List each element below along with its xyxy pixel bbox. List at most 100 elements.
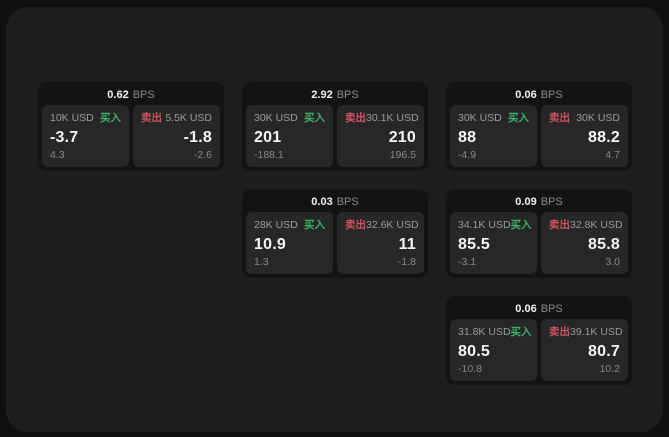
card-header: 0.06 BPS [446,296,632,319]
buy-side-label: 买入 [510,326,532,338]
sell-tile-header: 卖出 32.8K USD [549,219,623,231]
sell-tile-header: 卖出 39.1K USD [549,326,623,338]
buy-notional: 30K USD [254,112,298,124]
buy-tile-header: 31.8K USD 买入 [458,326,532,338]
buy-price: 10.9 [254,236,286,253]
sell-side-label: 卖出 [141,112,162,124]
buy-sub-value: 4.3 [50,149,65,161]
card-header: 2.92 BPS [242,82,428,105]
bps-unit-label: BPS [132,88,155,101]
bps-unit-label: BPS [540,195,563,208]
card-header: 0.09 BPS [446,189,632,212]
bps-unit-label: BPS [540,88,563,101]
bps-unit-label: BPS [540,302,563,315]
sell-notional: 30.1K USD [366,112,419,124]
quote-tiles: 10K USD 买入 -3.7 4.3 卖出 5.5K USD -1.8 -2.… [38,105,224,171]
sell-notional: 30K USD [576,112,620,124]
quote-card: 0.62 BPS 10K USD 买入 -3.7 4.3 卖出 5.5K USD… [38,82,224,171]
quote-card-grid: 0.62 BPS 10K USD 买入 -3.7 4.3 卖出 5.5K USD… [38,82,632,385]
sell-sub-value: 196.5 [389,149,416,161]
quote-tiles: 30K USD 买入 201 -188.1 卖出 30.1K USD 210 1… [242,105,428,171]
sell-price: 210 [388,129,416,146]
buy-side-label: 买入 [100,112,121,124]
buy-price: 85.5 [458,236,490,253]
sell-notional: 32.8K USD [570,219,623,231]
sell-price: 80.7 [588,343,620,360]
sell-price: 11 [398,236,416,253]
quote-tiles: 34.1K USD 买入 85.5 -3.1 卖出 32.8K USD 85.8… [446,212,632,278]
buy-tile[interactable]: 31.8K USD 买入 80.5 -10.8 [450,319,537,381]
quote-tiles: 28K USD 买入 10.9 1.3 卖出 32.6K USD 11 -1.8 [242,212,428,278]
buy-tile-header: 30K USD 买入 [458,112,529,124]
buy-tile[interactable]: 28K USD 买入 10.9 1.3 [246,212,333,274]
sell-price: -1.8 [183,129,212,146]
buy-tile-header: 30K USD 买入 [254,112,325,124]
quote-card: 0.03 BPS 28K USD 买入 10.9 1.3 卖出 32.6K US… [242,189,428,278]
bps-unit-label: BPS [336,195,359,208]
buy-sub-value: -4.9 [458,149,477,161]
sell-side-label: 卖出 [345,112,366,124]
buy-sub-value: 1.3 [254,256,269,268]
sell-tile[interactable]: 卖出 39.1K USD 80.7 10.2 [541,319,628,381]
buy-sub-value: -188.1 [254,149,284,161]
card-header: 0.62 BPS [38,82,224,105]
sell-tile[interactable]: 卖出 32.6K USD 11 -1.8 [337,212,424,274]
buy-sub-value: -3.1 [458,256,477,268]
sell-side-label: 卖出 [549,326,570,338]
bps-unit-label: BPS [336,88,359,101]
sell-tile[interactable]: 卖出 5.5K USD -1.8 -2.6 [133,105,220,167]
buy-notional: 34.1K USD [458,219,511,231]
bps-value: 2.92 [311,88,333,101]
quote-tiles: 31.8K USD 买入 80.5 -10.8 卖出 39.1K USD 80.… [446,319,632,385]
sell-tile-header: 卖出 30.1K USD [345,112,419,124]
buy-tile[interactable]: 34.1K USD 买入 85.5 -3.1 [450,212,537,274]
buy-price: 201 [254,129,282,146]
bps-value: 0.09 [515,195,537,208]
buy-side-label: 买入 [508,112,529,124]
sell-tile-header: 卖出 5.5K USD [141,112,212,124]
sell-side-label: 卖出 [549,219,570,231]
sell-sub-value: 4.7 [605,149,620,161]
sell-side-label: 卖出 [345,219,366,231]
buy-price: 80.5 [458,343,490,360]
sell-notional: 32.6K USD [366,219,419,231]
app-window: 0.62 BPS 10K USD 买入 -3.7 4.3 卖出 5.5K USD… [6,7,663,432]
buy-notional: 10K USD [50,112,94,124]
buy-notional: 31.8K USD [458,326,511,338]
buy-side-label: 买入 [304,112,325,124]
buy-sub-value: -10.8 [458,363,482,375]
quote-tiles: 30K USD 买入 88 -4.9 卖出 30K USD 88.2 4.7 [446,105,632,171]
quote-card: 0.06 BPS 30K USD 买入 88 -4.9 卖出 30K USD 8… [446,82,632,171]
bps-value: 0.62 [107,88,129,101]
sell-sub-value: -1.8 [397,256,416,268]
sell-side-label: 卖出 [549,112,570,124]
buy-side-label: 买入 [510,219,532,231]
buy-tile-header: 34.1K USD 买入 [458,219,532,231]
buy-tile-header: 10K USD 买入 [50,112,121,124]
sell-tile[interactable]: 卖出 30K USD 88.2 4.7 [541,105,628,167]
bps-value: 0.06 [515,302,537,315]
buy-tile-header: 28K USD 买入 [254,219,325,231]
sell-sub-value: 10.2 [599,363,620,375]
sell-notional: 39.1K USD [570,326,623,338]
buy-side-label: 买入 [304,219,325,231]
sell-notional: 5.5K USD [165,112,212,124]
sell-sub-value: -2.6 [193,149,212,161]
quote-card: 0.06 BPS 31.8K USD 买入 80.5 -10.8 卖出 39.1… [446,296,632,385]
buy-price: 88 [458,129,477,146]
sell-price: 88.2 [588,129,620,146]
sell-tile[interactable]: 卖出 30.1K USD 210 196.5 [337,105,424,167]
buy-notional: 28K USD [254,219,298,231]
buy-notional: 30K USD [458,112,502,124]
card-header: 0.06 BPS [446,82,632,105]
sell-tile-header: 卖出 30K USD [549,112,620,124]
buy-tile[interactable]: 10K USD 买入 -3.7 4.3 [42,105,129,167]
bps-value: 0.06 [515,88,537,101]
sell-sub-value: 3.0 [605,256,620,268]
quote-card: 0.09 BPS 34.1K USD 买入 85.5 -3.1 卖出 32.8K… [446,189,632,278]
sell-price: 85.8 [588,236,620,253]
buy-tile[interactable]: 30K USD 买入 88 -4.9 [450,105,537,167]
sell-tile[interactable]: 卖出 32.8K USD 85.8 3.0 [541,212,628,274]
card-header: 0.03 BPS [242,189,428,212]
buy-tile[interactable]: 30K USD 买入 201 -188.1 [246,105,333,167]
